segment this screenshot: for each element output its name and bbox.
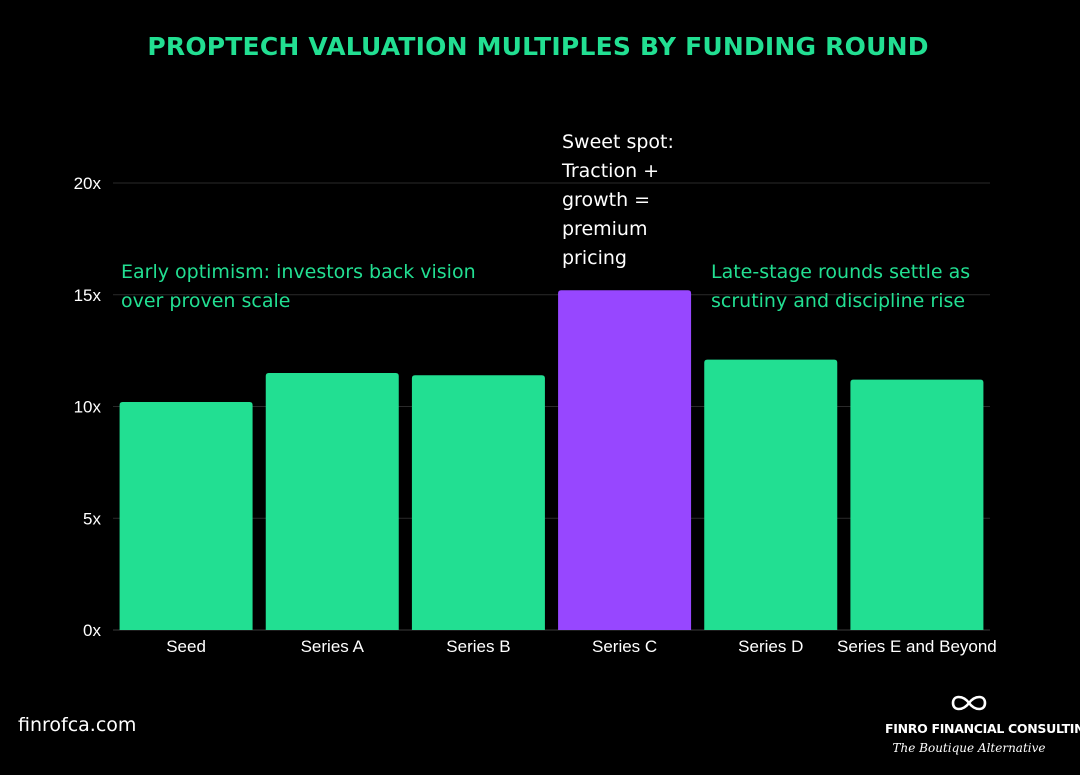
annotation-line: Traction +: [561, 160, 659, 182]
annotation-1: Early optimism: investors back vision ove…: [121, 261, 476, 312]
bar-seed: [119, 402, 253, 630]
bar-series-a: [265, 372, 399, 630]
infinity-icon: [951, 695, 987, 711]
gridlines: [113, 182, 990, 631]
brand-tagline: The Boutique Alternative: [892, 741, 1046, 755]
annotation-2: Sweet spot: Traction + growth = premium pric…: [561, 131, 674, 269]
annotation-3: Late-stage rounds settle as scrutiny and …: [711, 261, 970, 312]
x-tick-label: Seed: [166, 637, 206, 656]
y-tick-label: 5x: [83, 509, 101, 528]
annotations: Early optimism: investors back vision ove…: [121, 131, 970, 312]
x-tick-label: Series C: [592, 637, 657, 656]
brand-name: FINRO FINANCIAL CONSULTING: [885, 721, 1080, 736]
chart-title: PROPTECH VALUATION MULTIPLES BY FUNDING …: [147, 32, 928, 61]
x-tick-label: Series D: [738, 637, 803, 656]
y-tick-label: 15x: [74, 286, 102, 305]
brand-logo: FINRO FINANCIAL CONSULTING The Boutique …: [885, 692, 1080, 755]
annotation-line: Sweet spot:: [562, 131, 674, 153]
bar-series-c: [558, 290, 692, 630]
bars: [119, 290, 984, 630]
annotation-line: premium: [562, 218, 647, 240]
y-axis-ticks: 0x 5x 10x 15x 20x: [74, 174, 102, 640]
website-url[interactable]: finrofca.com: [18, 714, 137, 736]
annotation-line: over proven scale: [121, 290, 290, 312]
bar-series-e-and-beyond: [850, 379, 984, 630]
annotation-line: growth =: [562, 189, 650, 211]
x-axis-labels: Seed Series A Series B Series C Series D Seri…: [166, 637, 997, 656]
annotation-line: Early optimism: investors back vision: [121, 261, 476, 283]
y-tick-label: 20x: [74, 174, 102, 193]
annotation-line: pricing: [562, 247, 627, 269]
x-tick-label: Series B: [446, 637, 510, 656]
annotation-line: Late-stage rounds settle as: [711, 261, 970, 283]
y-tick-label: 10x: [74, 398, 102, 417]
x-tick-label: Series A: [301, 637, 365, 656]
bar-series-b: [411, 375, 545, 630]
annotation-line: scrutiny and discipline rise: [711, 290, 965, 312]
x-tick-label: Series E and Beyond: [837, 637, 997, 656]
y-tick-label: 0x: [83, 621, 101, 640]
bar-series-d: [704, 359, 838, 630]
